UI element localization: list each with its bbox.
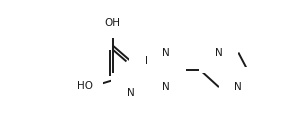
- Text: N: N: [145, 56, 152, 66]
- Text: N: N: [127, 88, 134, 98]
- Text: OH: OH: [105, 18, 121, 28]
- Text: N: N: [162, 47, 170, 58]
- Text: N: N: [215, 47, 223, 58]
- Text: N: N: [162, 82, 170, 92]
- Text: HO: HO: [77, 81, 93, 91]
- Text: N: N: [235, 82, 242, 92]
